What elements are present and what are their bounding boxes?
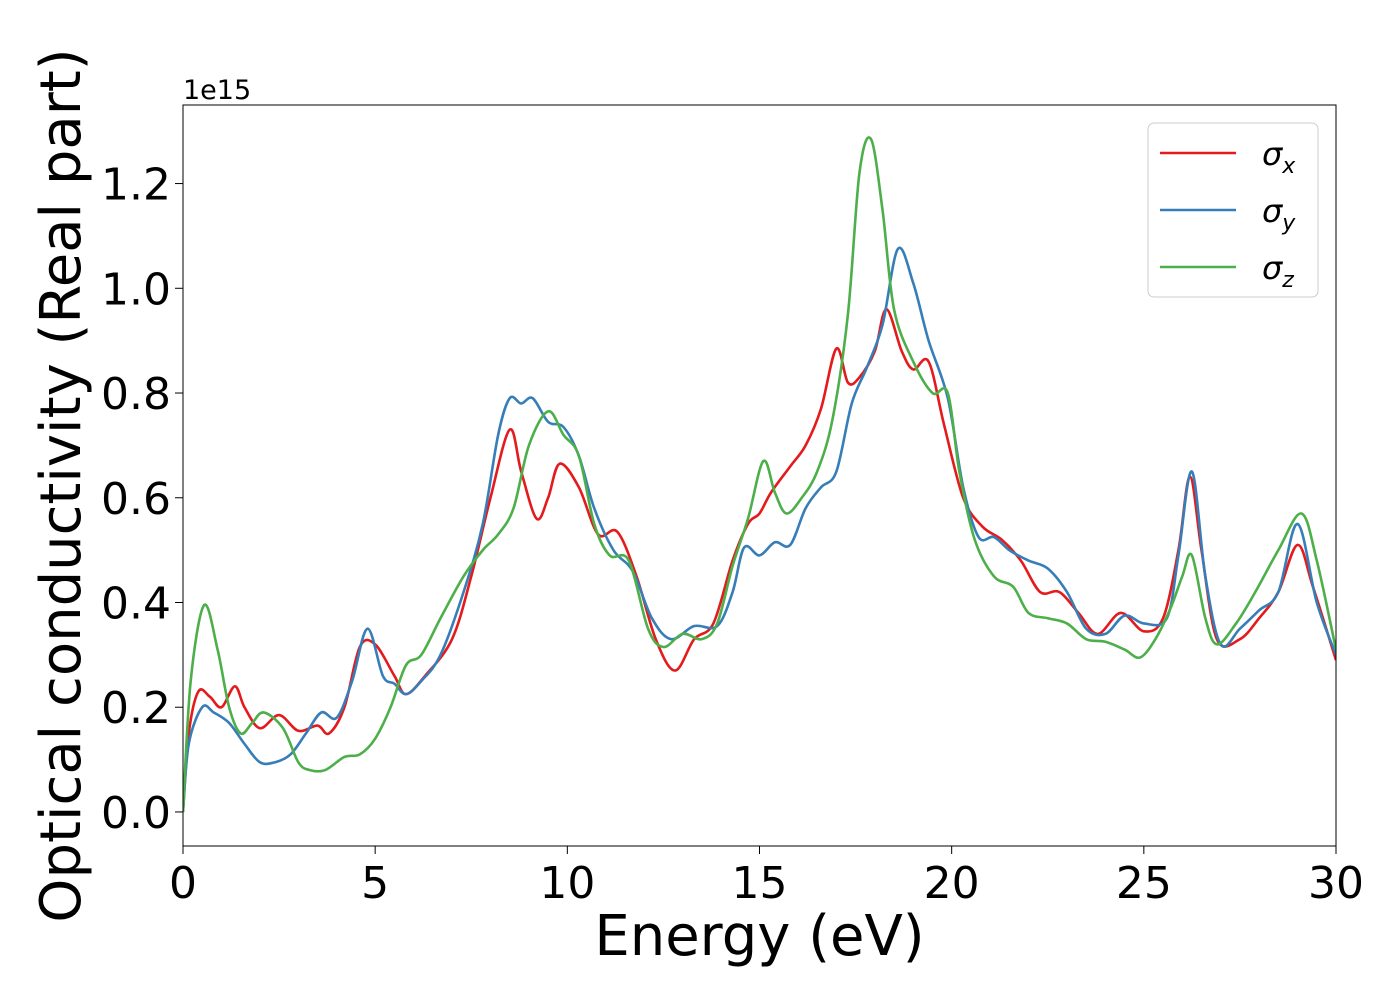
y-tick-label: 1.2 [101,160,171,211]
x-tick-label: 20 [924,858,980,909]
y-tick-label: 1.0 [101,264,171,315]
y-tick-label: 0.2 [101,683,171,734]
x-tick-label: 15 [732,858,788,909]
y-tick-label: 0.4 [101,578,171,629]
y-tick-label: 0.0 [101,788,171,839]
y-tick-label: 0.6 [101,474,171,525]
x-tick-label: 0 [169,858,197,909]
y-axis-label: Optical conductivity (Real part) [29,48,94,922]
series-lines [183,136,1336,813]
x-tick-label: 5 [361,858,389,909]
series-line-z [183,136,1336,813]
y-axis-ticks: 0.0 0.2 0.4 0.6 0.8 1.0 1.2 [101,160,183,839]
x-axis-ticks: 0 5 10 15 20 25 30 [169,846,1364,909]
y-axis-offset-text: 1e15 [183,75,251,106]
y-tick-label: 0.8 [101,369,171,420]
series-line-y [183,246,1336,813]
x-tick-label: 25 [1116,858,1172,909]
x-axis-label: Energy (eV) [594,904,924,969]
x-tick-label: 30 [1308,858,1364,909]
x-tick-label: 10 [539,858,595,909]
series-line-x [183,307,1336,813]
